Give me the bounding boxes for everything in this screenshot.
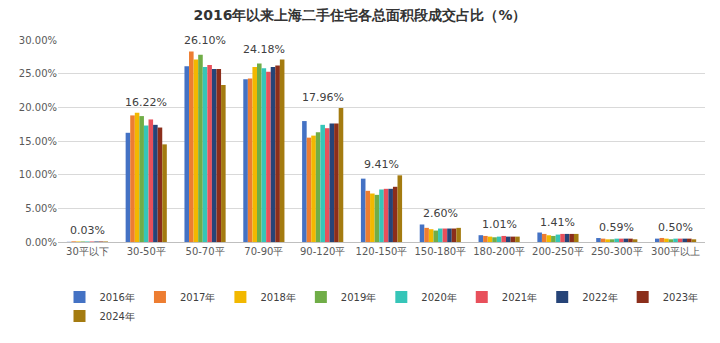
svg-text:90-120平: 90-120平: [300, 246, 345, 257]
svg-text:5.00%: 5.00%: [25, 203, 57, 214]
svg-text:2019年: 2019年: [341, 292, 376, 303]
svg-text:120-150平: 120-150平: [356, 246, 408, 257]
svg-text:300平以上: 300平以上: [651, 246, 700, 257]
svg-text:20.00%: 20.00%: [19, 102, 57, 113]
svg-text:2016年以来上海二手住宅各总面积段成交占比（%）: 2016年以来上海二手住宅各总面积段成交占比（%）: [194, 7, 527, 23]
svg-text:2023年: 2023年: [663, 292, 698, 303]
svg-text:26.10%: 26.10%: [184, 34, 226, 47]
svg-text:0.59%: 0.59%: [599, 221, 634, 234]
svg-text:2022年: 2022年: [582, 292, 617, 303]
svg-text:200-250平: 200-250平: [532, 246, 584, 257]
svg-text:16.22%: 16.22%: [125, 96, 167, 109]
svg-text:2018年: 2018年: [260, 292, 295, 303]
svg-text:70-90平: 70-90平: [244, 246, 283, 257]
svg-text:50-70平: 50-70平: [186, 246, 225, 257]
svg-text:9.41%: 9.41%: [364, 158, 399, 171]
svg-text:2.60%: 2.60%: [423, 207, 458, 220]
svg-text:2021年: 2021年: [502, 292, 537, 303]
svg-text:25.00%: 25.00%: [19, 68, 57, 79]
svg-text:2017年: 2017年: [180, 292, 215, 303]
svg-text:250-300平: 250-300平: [591, 246, 643, 257]
svg-text:0.50%: 0.50%: [658, 221, 693, 234]
svg-text:15.00%: 15.00%: [19, 136, 57, 147]
svg-text:30-50平: 30-50平: [127, 246, 166, 257]
svg-text:2016年: 2016年: [100, 292, 135, 303]
svg-text:150-180平: 150-180平: [414, 246, 466, 257]
svg-text:1.41%: 1.41%: [540, 216, 575, 229]
svg-text:30.00%: 30.00%: [19, 35, 57, 46]
svg-text:30平以下: 30平以下: [66, 246, 109, 257]
svg-text:2020年: 2020年: [421, 292, 456, 303]
svg-text:10.00%: 10.00%: [19, 169, 57, 180]
svg-text:180-200平: 180-200平: [473, 246, 525, 257]
svg-text:24.18%: 24.18%: [243, 43, 285, 56]
svg-text:0.03%: 0.03%: [70, 224, 105, 237]
svg-text:2024年: 2024年: [100, 311, 135, 322]
svg-text:0.00%: 0.00%: [25, 237, 57, 248]
svg-text:1.01%: 1.01%: [482, 218, 517, 231]
svg-text:17.96%: 17.96%: [302, 91, 344, 104]
